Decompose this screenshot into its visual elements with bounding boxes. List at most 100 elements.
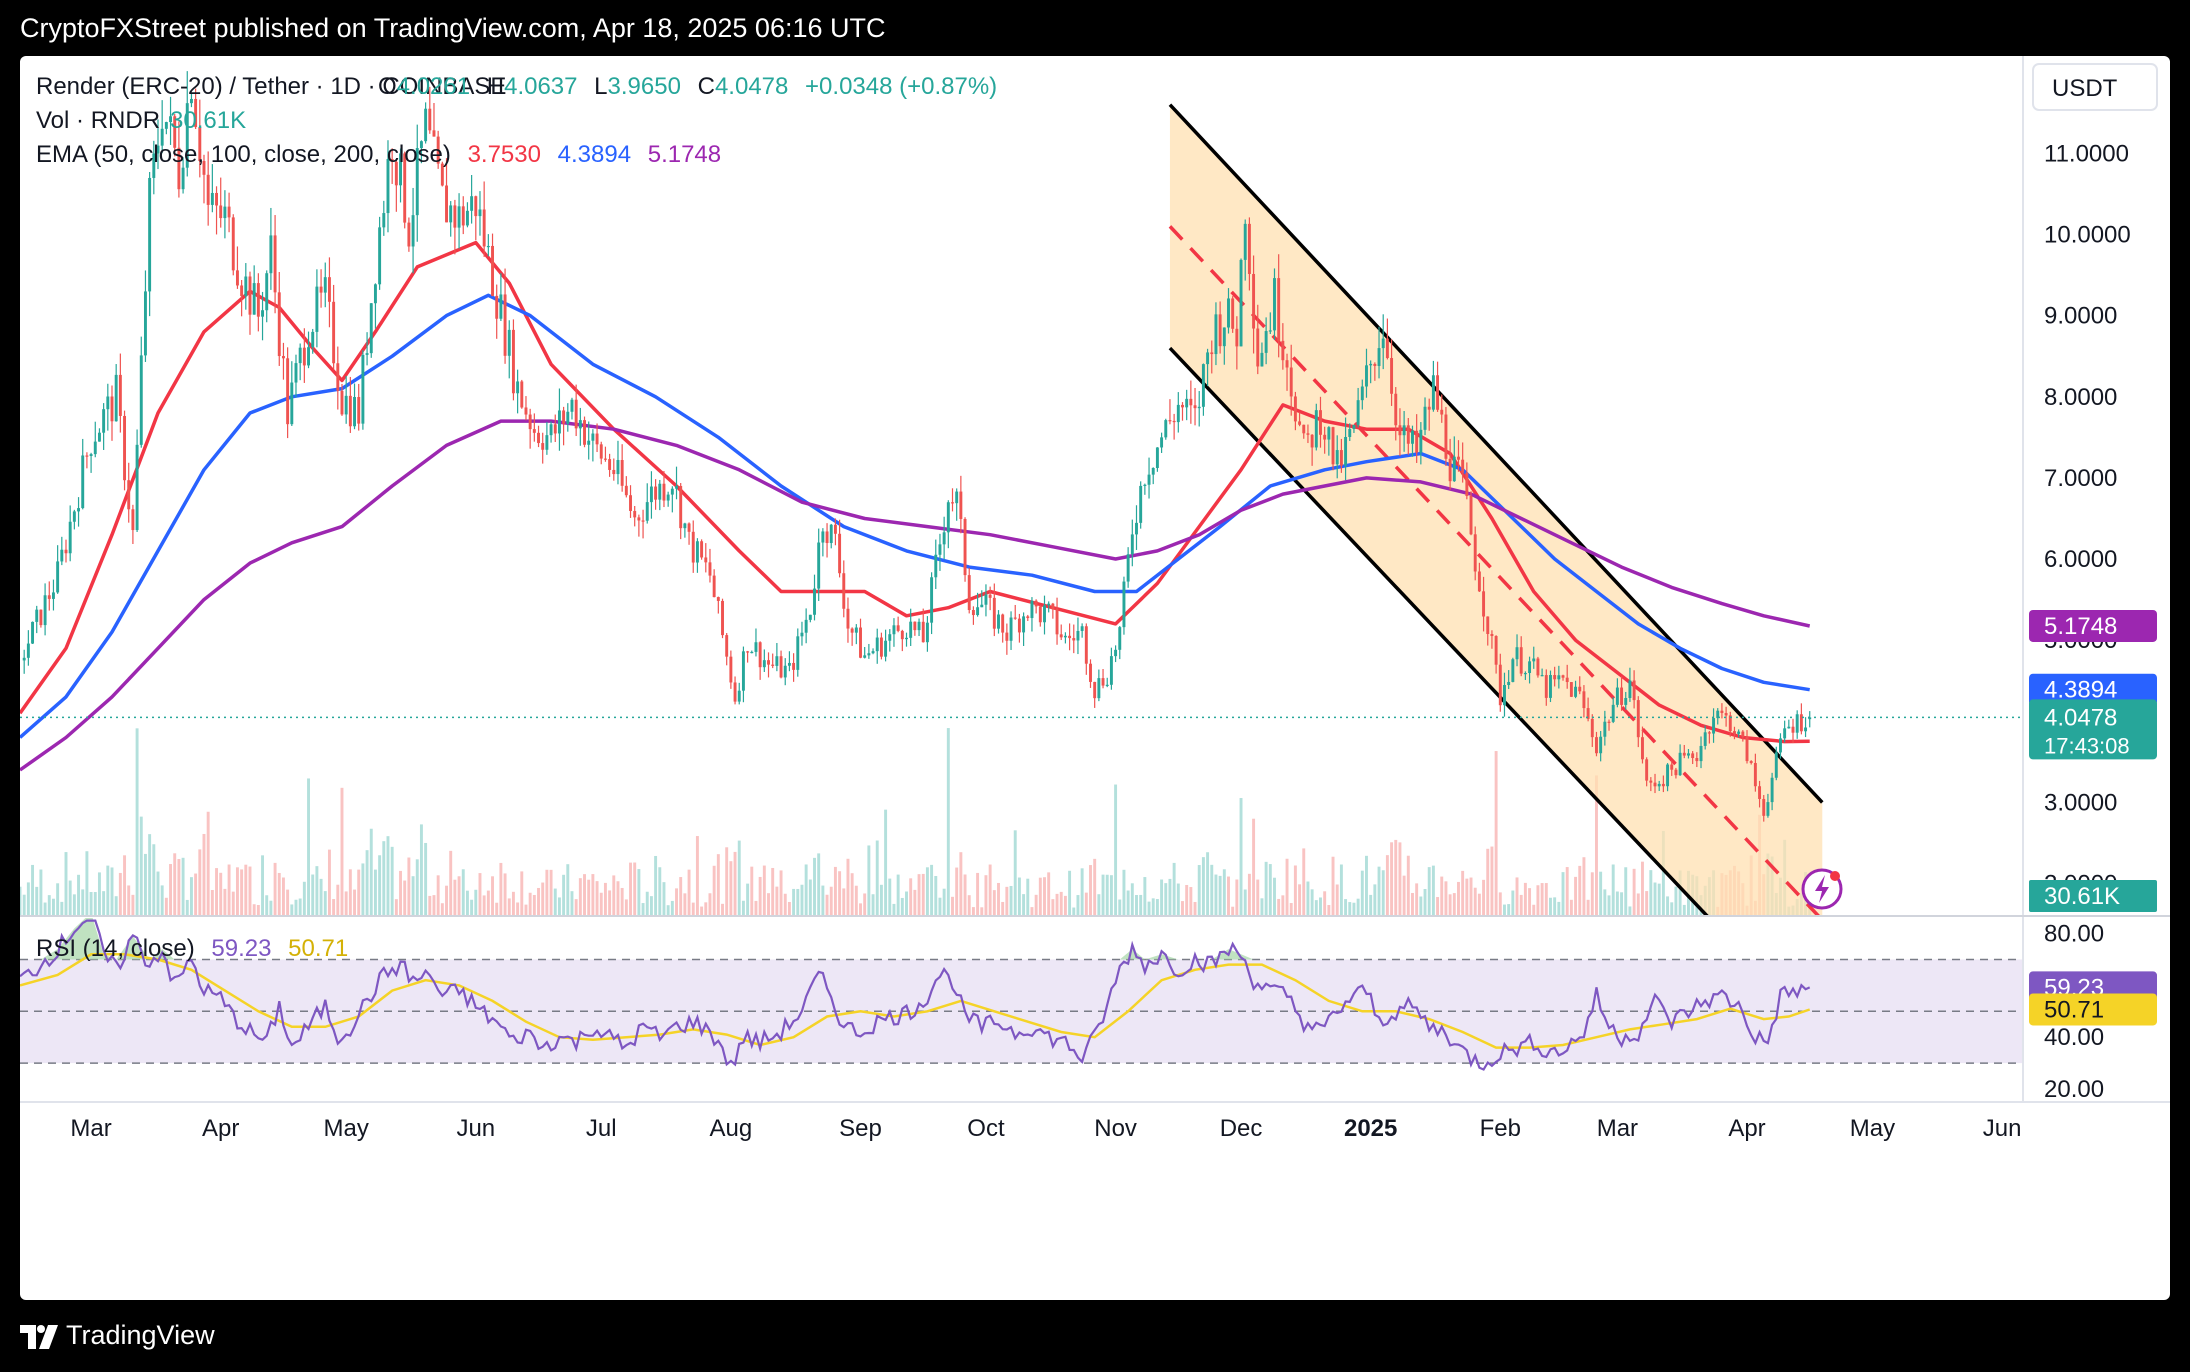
volume-bar (1657, 883, 1661, 916)
volume-bar (1402, 875, 1406, 916)
candle-body (1302, 424, 1306, 434)
volume-bar (804, 864, 808, 916)
volume-bar (465, 890, 469, 916)
candle-body (1569, 682, 1573, 697)
volume-bar (599, 892, 603, 916)
volume-bar (1327, 905, 1331, 916)
volume-bar (1181, 901, 1184, 916)
candle-body (967, 575, 971, 611)
volume-bar (1436, 897, 1440, 916)
candle-body (369, 303, 373, 354)
volume-tag-text: 30.61K (2044, 883, 2120, 910)
volume-bar (662, 882, 666, 916)
volume-bar (1649, 870, 1653, 916)
candle-body (1264, 331, 1268, 353)
volume-bar (859, 903, 862, 916)
candle-body (1034, 600, 1038, 607)
candle-body (670, 488, 674, 495)
candle-body (1038, 606, 1042, 623)
volume-bar (603, 882, 607, 916)
candle-body (1716, 710, 1720, 719)
volume-bar (557, 897, 561, 916)
candle-body (1758, 786, 1762, 799)
candle-body (566, 411, 570, 424)
volume-bar (114, 896, 118, 916)
volume-bar (963, 874, 967, 916)
volume-bar (378, 855, 382, 916)
candle-body (1344, 436, 1348, 466)
volume-bar (829, 886, 833, 916)
volume-bar (482, 895, 486, 916)
candle-body (963, 518, 967, 576)
candle-body (704, 557, 708, 563)
volume-bar (875, 840, 879, 916)
volume-bar (930, 864, 934, 916)
ema-price-tag-text: 5.1748 (2044, 613, 2117, 640)
volume-bar (528, 892, 532, 916)
volume-bar (1381, 870, 1385, 916)
candle-body (1323, 434, 1327, 440)
candle-body (244, 276, 248, 297)
volume-bar (281, 877, 285, 916)
candle-body (863, 655, 867, 658)
candle-body (1624, 698, 1628, 705)
volume-bar (118, 872, 122, 916)
volume-bar (666, 905, 670, 916)
tradingview-brand[interactable]: TradingView (66, 1320, 215, 1350)
volume-bar (641, 903, 645, 916)
high-prefix: H (487, 73, 504, 100)
volume-bar (1185, 884, 1189, 916)
candle-body (1339, 450, 1343, 466)
candle-body (1519, 647, 1523, 674)
volume-bar (1611, 864, 1615, 916)
candle-body (1114, 649, 1118, 657)
lightning-icon[interactable] (1801, 868, 1843, 910)
volume-bar (1666, 896, 1670, 916)
candle-body (524, 407, 528, 415)
volume-bar (704, 902, 708, 916)
candle-body (470, 196, 474, 211)
volume-bar (135, 728, 139, 916)
candle-body (1218, 314, 1222, 347)
footer: TradingView (0, 1300, 2190, 1372)
candle-body (1406, 425, 1410, 444)
volume-bar (1147, 901, 1151, 916)
volume-bar (520, 871, 524, 916)
candle-body (1381, 338, 1385, 349)
candle-body (1130, 534, 1134, 555)
currency-button[interactable]: USDT (2032, 63, 2158, 111)
candle-body (1795, 714, 1799, 733)
chart-canvas[interactable]: 3.00004.00005.00006.00007.00008.00009.00… (20, 56, 2170, 1300)
volume-bar (127, 885, 131, 916)
candle-body (1411, 430, 1414, 444)
rsi-label: RSI (14, close) (36, 935, 195, 962)
candle-body (1022, 616, 1026, 633)
candle-body (1314, 410, 1318, 448)
candle-body (938, 544, 942, 555)
candle-body (1528, 661, 1532, 673)
candle-body (156, 145, 160, 154)
candle-body (1214, 314, 1218, 355)
volume-bar (1323, 891, 1327, 916)
candle-body (1753, 762, 1757, 787)
volume-bar (608, 890, 612, 916)
volume-bar (1017, 877, 1021, 916)
price-tick-label: 6.0000 (2044, 546, 2117, 573)
candle-body (495, 295, 499, 319)
candle-body (277, 292, 281, 357)
candle-body (620, 460, 624, 486)
chart-panel[interactable]: 3.00004.00005.00006.00007.00008.00009.00… (20, 56, 2170, 1300)
candle-body (1737, 731, 1741, 734)
volume-bar (1615, 891, 1619, 916)
candle-body (959, 491, 963, 519)
volume-bar (1373, 884, 1377, 916)
candle-body (583, 420, 586, 445)
candle-body (1285, 360, 1289, 368)
change-value: +0.0348 (+0.87%) (805, 73, 997, 100)
candle-body (821, 531, 825, 543)
candle-body (127, 480, 131, 510)
candle-body (1030, 600, 1034, 619)
volume-bar (1293, 865, 1297, 916)
candle-body (1804, 727, 1808, 732)
volume-bar (1452, 893, 1456, 916)
